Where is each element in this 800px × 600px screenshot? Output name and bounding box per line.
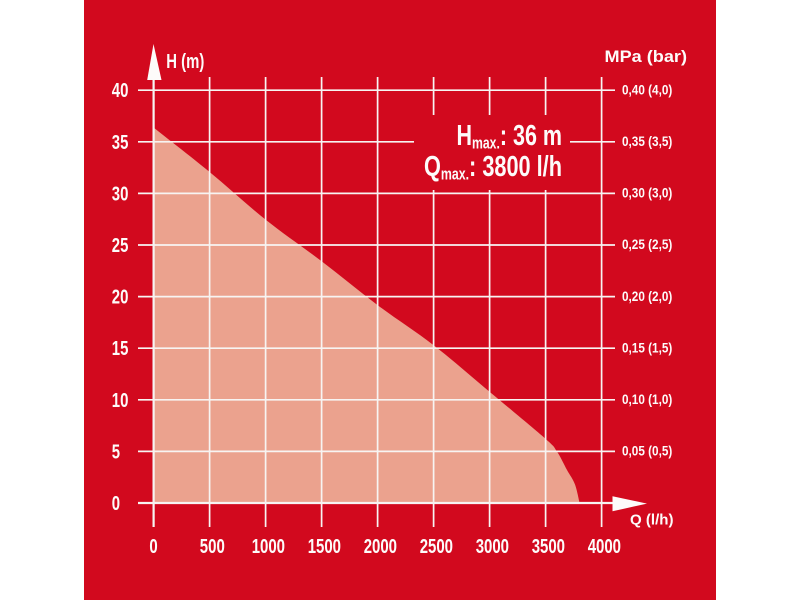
- svg-text:10: 10: [112, 390, 129, 412]
- svg-text:15: 15: [112, 338, 129, 360]
- svg-text:0,35 (3,5): 0,35 (3,5): [622, 134, 672, 149]
- svg-text:0,10 (1,0): 0,10 (1,0): [622, 392, 672, 407]
- svg-text:0,20 (2,0): 0,20 (2,0): [622, 289, 672, 304]
- svg-text:2500: 2500: [420, 536, 453, 558]
- svg-text:500: 500: [200, 536, 225, 558]
- svg-text:1500: 1500: [308, 536, 341, 558]
- svg-text:MPa (bar): MPa (bar): [605, 47, 688, 66]
- svg-text:0,05 (0,5): 0,05 (0,5): [622, 444, 672, 459]
- svg-text:Qmax.: 3800 l/h: Qmax.: 3800 l/h: [424, 151, 562, 184]
- svg-text:H (m): H (m): [166, 51, 204, 73]
- svg-text:0,30 (3,0): 0,30 (3,0): [622, 186, 672, 201]
- svg-text:0: 0: [112, 493, 120, 515]
- svg-text:30: 30: [112, 183, 129, 205]
- svg-text:0,40 (4,0): 0,40 (4,0): [622, 82, 672, 97]
- svg-text:0,25 (2,5): 0,25 (2,5): [622, 237, 672, 252]
- svg-text:35: 35: [112, 132, 129, 154]
- svg-text:3000: 3000: [476, 536, 509, 558]
- svg-text:0,15 (1,5): 0,15 (1,5): [622, 340, 672, 355]
- svg-text:5: 5: [112, 441, 120, 463]
- svg-text:Q (l/h): Q (l/h): [630, 512, 674, 529]
- svg-text:2000: 2000: [364, 536, 397, 558]
- svg-text:3500: 3500: [532, 536, 565, 558]
- svg-text:40: 40: [112, 80, 129, 102]
- svg-text:0: 0: [149, 536, 157, 558]
- svg-text:25: 25: [112, 235, 129, 257]
- svg-text:4000: 4000: [588, 536, 621, 558]
- svg-text:20: 20: [112, 287, 129, 309]
- svg-text:1000: 1000: [252, 536, 285, 558]
